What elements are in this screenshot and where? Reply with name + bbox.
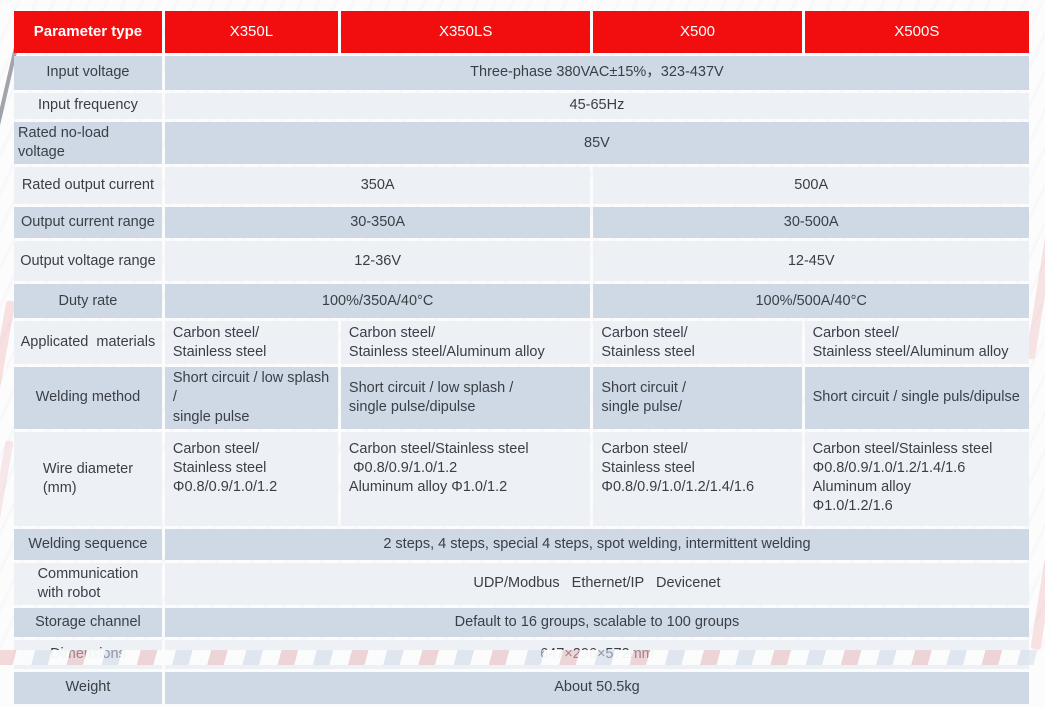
decorative-stroke-pink — [1030, 539, 1045, 651]
row-label: Welding sequence — [14, 528, 162, 560]
row-label: Weight — [14, 671, 162, 704]
cell-value-350: 30-350A — [164, 207, 591, 239]
row-label: Storage channel — [14, 607, 162, 637]
cell-x500: Carbon steel/ Stainless steel Φ0.8/0.9/1… — [593, 431, 802, 526]
cell-value-350: 12-36V — [164, 241, 591, 282]
header-model-x350ls: X350LS — [340, 11, 591, 53]
table-row: Weight About 50.5kg — [14, 671, 1029, 704]
table-row: Rated output current 350A 500A — [14, 167, 1029, 205]
row-label: Duty rate — [14, 284, 162, 319]
cell-x500: Carbon steel/ Stainless steel — [593, 321, 802, 365]
cell-value: 45-65Hz — [164, 93, 1029, 119]
table-row: Output current range 30-350A 30-500A — [14, 207, 1029, 239]
table-row: Welding sequence 2 steps, 4 steps, speci… — [14, 528, 1029, 560]
cell-value: 85V — [164, 122, 1029, 165]
cell-x500: Short circuit / single pulse/ — [593, 367, 802, 429]
table-row: Duty rate 100%/350A/40°C 100%/500A/40°C — [14, 284, 1029, 319]
row-label: Rated output current — [14, 167, 162, 205]
table-row: Storage channel Default to 16 groups, sc… — [14, 607, 1029, 637]
table-row: Input voltage Three-phase 380VAC±15%，323… — [14, 56, 1029, 90]
cell-x350l: Short circuit / low splash / single puls… — [164, 367, 338, 429]
cell-value: About 50.5kg — [164, 671, 1029, 704]
cell-x350l: Carbon steel/ Stainless steel Φ0.8/0.9/1… — [164, 431, 338, 526]
row-label: Wire diameter (mm) — [14, 431, 162, 526]
cell-value-350: 350A — [164, 167, 591, 205]
header-model-x500s: X500S — [804, 11, 1029, 53]
cell-value: UDP/Modbus Ethernet/IP Devicenet — [164, 562, 1029, 605]
cell-value: Default to 16 groups, scalable to 100 gr… — [164, 607, 1029, 637]
cell-x500s: Short circuit / single puls/dipulse — [804, 367, 1029, 429]
header-model-x500: X500 — [593, 11, 802, 53]
row-label: Rated no-load voltage — [14, 122, 162, 165]
row-label: Welding method — [14, 367, 162, 429]
cell-value-350: 100%/350A/40°C — [164, 284, 591, 319]
cell-x350ls: Short circuit / low splash / single puls… — [340, 367, 591, 429]
row-label: Output current range — [14, 207, 162, 239]
cell-value: Three-phase 380VAC±15%，323-437V — [164, 56, 1029, 90]
row-label: Input voltage — [14, 56, 162, 90]
bottom-decorative-band — [0, 650, 1045, 665]
row-label: Output voltage range — [14, 241, 162, 282]
header-model-x350l: X350L — [164, 11, 338, 53]
spec-table: Parameter type X350L X350LS X500 X500S I… — [11, 8, 1032, 707]
cell-x350ls: Carbon steel/ Stainless steel/Aluminum a… — [340, 321, 591, 365]
table-row: Welding method Short circuit / low splas… — [14, 367, 1029, 429]
cell-x500s: Carbon steel/Stainless steel Φ0.8/0.9/1.… — [804, 431, 1029, 526]
cell-value-500: 12-45V — [593, 241, 1029, 282]
table-row: Output voltage range 12-36V 12-45V — [14, 241, 1029, 282]
table-row: Input frequency 45-65Hz — [14, 93, 1029, 119]
header-parameter-type: Parameter type — [14, 11, 162, 53]
table-row: Wire diameter (mm) Carbon steel/ Stainle… — [14, 431, 1029, 526]
row-label: Communication with robot — [14, 562, 162, 605]
row-label: Input frequency — [14, 93, 162, 119]
cell-value-500: 30-500A — [593, 207, 1029, 239]
table-header-row: Parameter type X350L X350LS X500 X500S — [14, 11, 1029, 53]
cell-x350ls: Carbon steel/Stainless steel Φ0.8/0.9/1.… — [340, 431, 591, 526]
cell-x350l: Carbon steel/ Stainless steel — [164, 321, 338, 365]
cell-value-500: 100%/500A/40°C — [593, 284, 1029, 319]
table-row: Rated no-load voltage 85V — [14, 122, 1029, 165]
table-row: Applicated materials Carbon steel/ Stain… — [14, 321, 1029, 365]
cell-value-500: 500A — [593, 167, 1029, 205]
cell-value: 2 steps, 4 steps, special 4 steps, spot … — [164, 528, 1029, 560]
cell-x500s: Carbon steel/ Stainless steel/Aluminum a… — [804, 321, 1029, 365]
table-row: Communication with robot UDP/Modbus Ethe… — [14, 562, 1029, 605]
row-label: Applicated materials — [14, 321, 162, 365]
